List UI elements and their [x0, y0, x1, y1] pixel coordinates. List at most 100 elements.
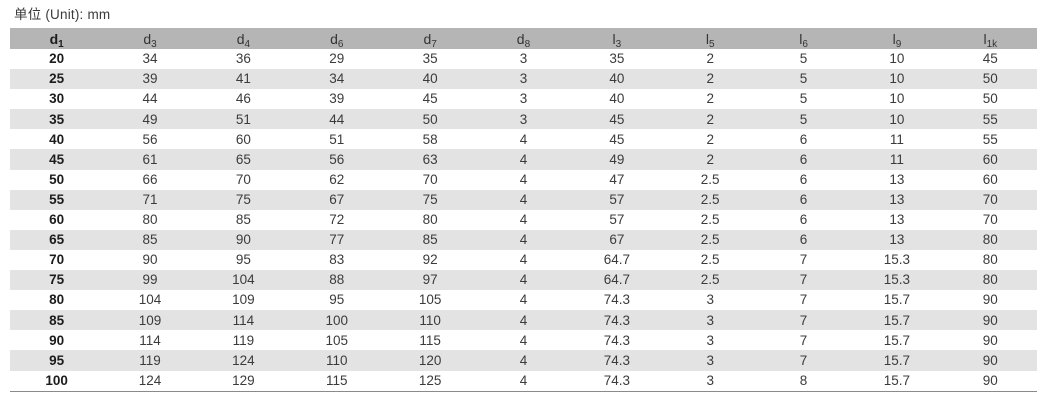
table-cell: 3	[663, 290, 757, 311]
table-cell: 15.7	[850, 370, 944, 392]
table-cell: 6	[756, 169, 851, 190]
column-header-l9: l9	[850, 28, 944, 49]
table-cell: 60	[943, 149, 1037, 170]
table-cell: 99	[103, 270, 197, 291]
table-cell: 65	[10, 229, 104, 250]
table-cell: 50	[383, 109, 477, 130]
table-cell: 34	[103, 49, 197, 70]
table-cell: 74.3	[570, 310, 664, 331]
table-cell: 4	[476, 310, 571, 331]
table-cell: 40	[570, 69, 664, 90]
table-cell: 45	[383, 89, 477, 110]
table-cell: 109	[196, 290, 291, 311]
table-cell: 4	[476, 370, 571, 392]
table-cell: 97	[383, 270, 477, 291]
column-header-d6: d6	[290, 28, 384, 49]
table-cell: 56	[290, 149, 384, 170]
table-cell: 44	[290, 109, 384, 130]
table-cell: 4	[476, 169, 571, 190]
table-cell: 75	[10, 270, 104, 291]
table-cell: 4	[476, 209, 571, 230]
table-cell: 105	[383, 290, 477, 311]
table-cell: 72	[290, 209, 384, 230]
table-cell: 35	[570, 49, 664, 70]
table-cell: 39	[103, 69, 197, 90]
table-cell: 100	[10, 370, 104, 392]
table-row: 75 99 104 88 97 4 64.7 2.5 7 15.3 80	[10, 270, 1037, 291]
table-row: 80 104 109 95 105 4 74.3 3 7 15.7 90	[10, 290, 1037, 311]
table-cell: 64.7	[570, 249, 664, 271]
table-cell: 50	[10, 169, 104, 190]
table-cell: 20	[10, 49, 104, 70]
table-cell: 2	[663, 49, 757, 70]
table-cell: 66	[103, 169, 197, 190]
table-cell: 8	[756, 370, 851, 392]
table-cell: 45	[570, 129, 664, 150]
table-cell: 77	[290, 229, 384, 250]
table-cell: 64.7	[570, 270, 664, 291]
table-cell: 65	[196, 149, 291, 170]
table-cell: 2	[663, 109, 757, 130]
table-cell: 60	[196, 129, 291, 150]
table-cell: 39	[290, 89, 384, 110]
table-cell: 85	[103, 229, 197, 250]
table-cell: 4	[476, 229, 571, 250]
table-cell: 49	[103, 109, 197, 130]
table-cell: 46	[196, 89, 291, 110]
table-cell: 90	[943, 330, 1037, 351]
table-cell: 11	[850, 129, 944, 150]
table-cell: 30	[10, 89, 104, 110]
table-cell: 70	[943, 189, 1037, 210]
table-cell: 74.3	[570, 370, 664, 392]
table-cell: 13	[850, 209, 944, 230]
table-cell: 10	[850, 109, 944, 130]
table-cell: 2.5	[663, 229, 757, 250]
table-cell: 7	[756, 270, 851, 291]
column-header-d8: d8	[476, 28, 571, 49]
table-cell: 6	[756, 129, 851, 150]
table-cell: 10	[850, 49, 944, 70]
table-cell: 110	[290, 350, 384, 371]
table-cell: 85	[196, 209, 291, 230]
table-cell: 104	[196, 270, 291, 291]
table-cell: 51	[196, 109, 291, 130]
table-cell: 40	[383, 69, 477, 90]
table-cell: 90	[943, 370, 1037, 392]
table-cell: 7	[756, 330, 851, 351]
table-cell: 80	[943, 249, 1037, 271]
table-row: 55 71 75 67 75 4 57 2.5 6 13 70	[10, 189, 1037, 210]
table-cell: 7	[756, 310, 851, 331]
table-cell: 10	[850, 89, 944, 110]
table-cell: 61	[103, 149, 197, 170]
column-header-d3: d3	[103, 28, 197, 49]
table-cell: 40	[10, 129, 104, 150]
table-cell: 3	[476, 109, 571, 130]
table-cell: 4	[476, 290, 571, 311]
table-cell: 58	[383, 129, 477, 150]
table-cell: 120	[383, 350, 477, 371]
table-body: 20 34 36 29 35 3 35 2 5 10 45 25 39 41 34 40 3 40 2 5 10 50 30…	[10, 49, 1037, 392]
table-cell: 114	[196, 310, 291, 331]
table-cell: 6	[756, 209, 851, 230]
table-cell: 6	[756, 229, 851, 250]
table-cell: 92	[383, 249, 477, 271]
table-cell: 41	[196, 69, 291, 90]
table-cell: 15.3	[850, 249, 944, 271]
table-cell: 50	[943, 69, 1037, 90]
table-cell: 74.3	[570, 290, 664, 311]
table-cell: 6	[756, 189, 851, 210]
table-cell: 80	[943, 229, 1037, 250]
table-cell: 29	[290, 49, 384, 70]
table-cell: 49	[570, 149, 664, 170]
table-cell: 3	[663, 330, 757, 351]
table-cell: 36	[196, 49, 291, 70]
table-cell: 57	[570, 189, 664, 210]
table-row: 60 80 85 72 80 4 57 2.5 6 13 70	[10, 209, 1037, 230]
table-cell: 80	[943, 270, 1037, 291]
table-cell: 56	[103, 129, 197, 150]
table-cell: 75	[196, 189, 291, 210]
table-cell: 15.7	[850, 310, 944, 331]
column-header-l3: l3	[570, 28, 664, 49]
column-header-l5: l5	[663, 28, 757, 49]
